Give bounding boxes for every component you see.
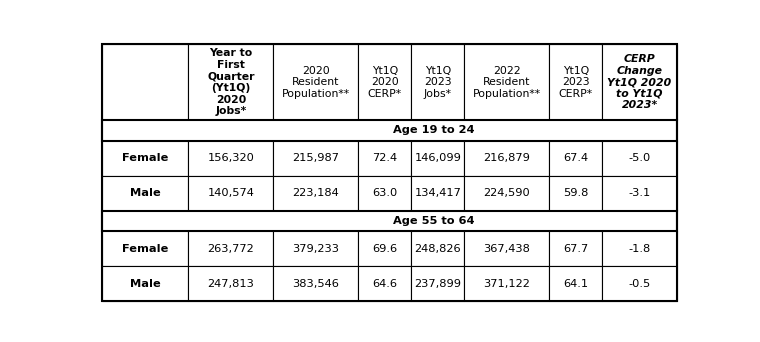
Text: 67.7: 67.7 [563,244,588,254]
Text: 367,438: 367,438 [483,244,530,254]
Text: -0.5: -0.5 [629,279,651,289]
Text: Year to
First
Quarter
(Yt1Q)
2020
Jobs*: Year to First Quarter (Yt1Q) 2020 Jobs* [207,48,255,116]
Bar [102,231,188,266]
Bar [464,44,549,120]
Bar [274,175,359,211]
Text: 247,813: 247,813 [207,279,255,289]
Bar [411,141,464,175]
Text: 63.0: 63.0 [372,188,397,198]
Bar [602,266,677,301]
Bar [359,44,411,120]
Text: 134,417: 134,417 [414,188,461,198]
Text: 72.4: 72.4 [372,153,397,163]
Bar [274,141,359,175]
Text: Age 55 to 64: Age 55 to 64 [393,216,474,226]
Text: -1.8: -1.8 [629,244,651,254]
Text: Female: Female [122,244,169,254]
Bar [411,175,464,211]
Bar [274,266,359,301]
Bar [549,231,602,266]
Bar [188,231,274,266]
Text: 64.6: 64.6 [372,279,397,289]
Bar [464,175,549,211]
Bar [464,231,549,266]
Text: Female: Female [122,153,169,163]
Bar [602,141,677,175]
Text: 67.4: 67.4 [563,153,588,163]
Bar [464,266,549,301]
Bar [102,266,188,301]
Text: Age 19 to 24: Age 19 to 24 [393,125,474,135]
Bar [359,266,411,301]
Text: 263,772: 263,772 [207,244,254,254]
Text: 69.6: 69.6 [372,244,397,254]
Text: 156,320: 156,320 [207,153,255,163]
Text: 140,574: 140,574 [207,188,255,198]
Bar [464,141,549,175]
Text: -5.0: -5.0 [629,153,651,163]
Text: 371,122: 371,122 [483,279,530,289]
Bar [359,141,411,175]
Bar [188,141,274,175]
Text: CERP
Change
Yt1Q 2020
to Yt1Q
2023*: CERP Change Yt1Q 2020 to Yt1Q 2023* [607,54,672,110]
Bar [411,231,464,266]
Bar [602,175,677,211]
Bar [102,211,677,231]
Text: 237,899: 237,899 [414,279,461,289]
Bar [549,175,602,211]
Bar [188,266,274,301]
Bar [602,44,677,120]
Text: 224,590: 224,590 [483,188,530,198]
Text: 379,233: 379,233 [293,244,340,254]
Bar [102,120,677,141]
Bar [274,231,359,266]
Text: 383,546: 383,546 [293,279,340,289]
Text: 59.8: 59.8 [563,188,588,198]
Bar [102,44,188,120]
Bar [602,231,677,266]
Bar [411,266,464,301]
Bar [102,175,188,211]
Text: -3.1: -3.1 [629,188,651,198]
Text: Male: Male [130,188,160,198]
Bar [188,44,274,120]
Text: 216,879: 216,879 [483,153,530,163]
Text: 2020
Resident
Population**: 2020 Resident Population** [282,66,350,99]
Text: 2022
Resident
Population**: 2022 Resident Population** [473,66,541,99]
Bar [411,44,464,120]
Bar [549,266,602,301]
Text: 64.1: 64.1 [563,279,588,289]
Text: 223,184: 223,184 [293,188,339,198]
Bar [359,175,411,211]
Text: Yt1Q
2023
Jobs*: Yt1Q 2023 Jobs* [424,66,451,99]
Bar [102,141,188,175]
Bar [274,44,359,120]
Bar [549,141,602,175]
Text: 215,987: 215,987 [293,153,340,163]
Text: Yt1Q
2023
CERP*: Yt1Q 2023 CERP* [559,66,593,99]
Text: Male: Male [130,279,160,289]
Text: 248,826: 248,826 [414,244,461,254]
Bar [188,175,274,211]
Text: Yt1Q
2020
CERP*: Yt1Q 2020 CERP* [368,66,402,99]
Bar [359,231,411,266]
Text: 146,099: 146,099 [414,153,461,163]
Bar [549,44,602,120]
